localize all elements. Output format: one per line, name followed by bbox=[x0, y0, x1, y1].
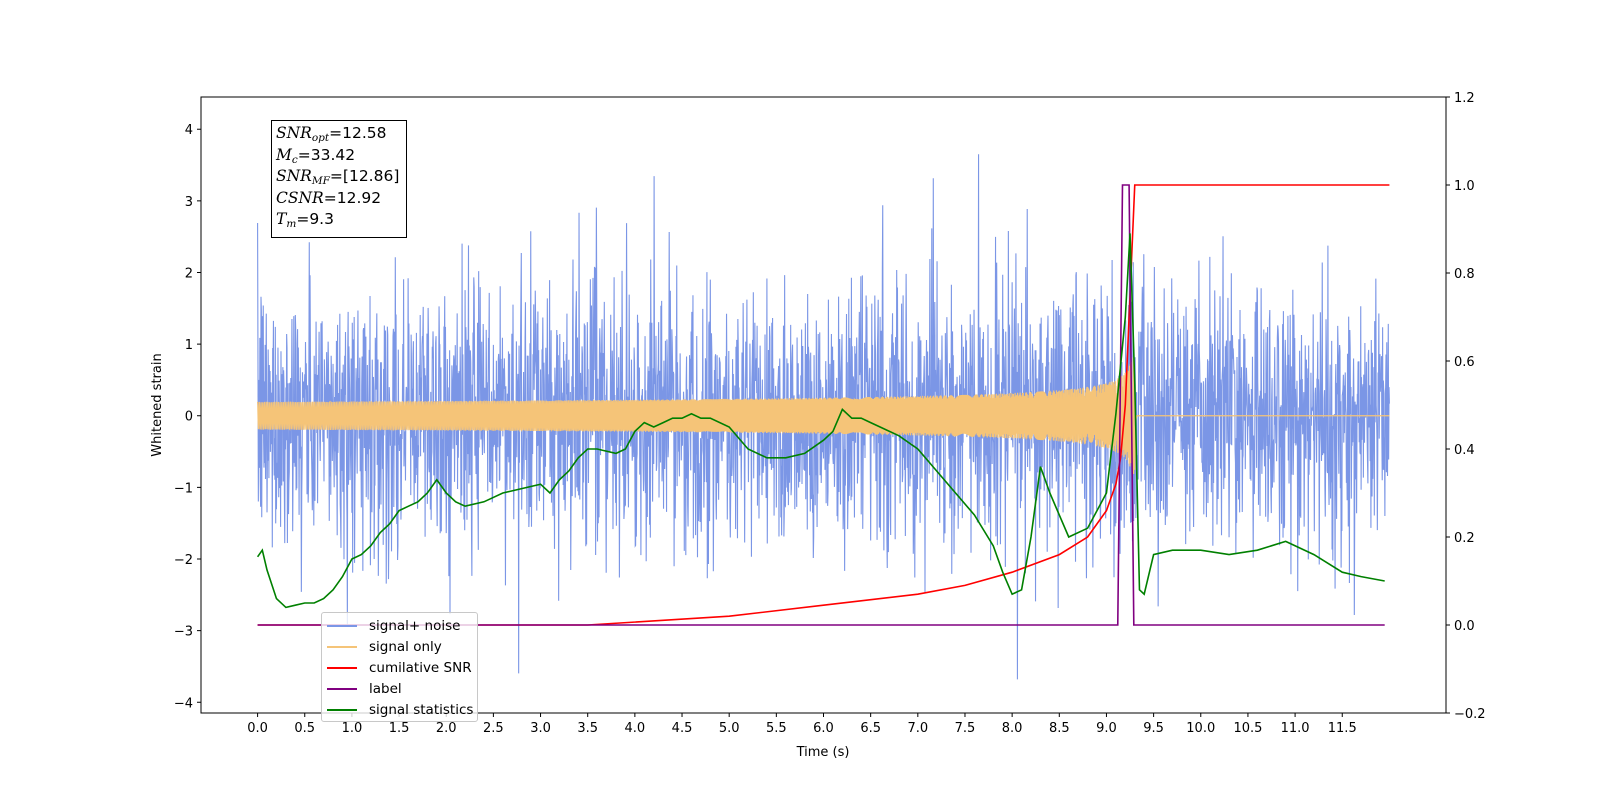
tm-value: 9.3 bbox=[309, 210, 334, 228]
legend-label: label bbox=[369, 680, 402, 697]
y2-tick-label: 0.4 bbox=[1454, 443, 1475, 458]
y2-tick-label: −0.2 bbox=[1454, 707, 1486, 722]
legend-swatch bbox=[327, 708, 357, 711]
y-tick-label: 4 bbox=[185, 123, 193, 138]
csnr-value: 12.92 bbox=[336, 188, 382, 207]
y-tick-label: −3 bbox=[174, 625, 193, 640]
x-tick-label: 0.5 bbox=[294, 721, 315, 736]
x-tick-label: 4.5 bbox=[672, 721, 693, 736]
y-tick-label: −1 bbox=[174, 481, 193, 496]
legend-label: signal statistics bbox=[369, 701, 474, 718]
snr-mf-line: SNRMF=[12.86] bbox=[276, 167, 400, 187]
x-tick-label: 1.0 bbox=[342, 721, 363, 736]
x-tick-label: 2.5 bbox=[483, 721, 504, 736]
tm-line: Tm=9.3 bbox=[276, 210, 334, 230]
snr-mf-value: [12.86] bbox=[342, 167, 400, 185]
x-tick-label: 11.0 bbox=[1281, 721, 1310, 736]
x-tick-label: 7.0 bbox=[907, 721, 928, 736]
legend-item-label: label bbox=[322, 678, 477, 699]
x-tick-label: 1.5 bbox=[389, 721, 410, 736]
y-tick-label: 2 bbox=[185, 266, 193, 281]
x-tick-label: 8.5 bbox=[1049, 721, 1070, 736]
series-line-signal-noise bbox=[257, 154, 1390, 680]
legend-item-signal-statistics: signal statistics bbox=[322, 699, 477, 720]
legend-swatch bbox=[327, 624, 357, 627]
plot-area bbox=[256, 154, 1390, 680]
y-axis-right: −0.2 0.0 0.2 0.4 0.6 0.8 1.0 1.2 bbox=[1446, 91, 1486, 722]
mc-line: Mc=33.42 bbox=[276, 145, 356, 166]
x-tick-label: 3.5 bbox=[577, 721, 598, 736]
y-tick-label: 3 bbox=[185, 195, 193, 210]
y2-tick-label: 0.6 bbox=[1454, 355, 1475, 370]
x-tick-label: 10.5 bbox=[1233, 721, 1262, 736]
y-axis-left: −4 −3 −2 −1 0 1 2 3 4 bbox=[174, 123, 201, 711]
snr-opt-value: 12.58 bbox=[342, 124, 387, 142]
legend: signal+ noise signal only cumilative SNR la… bbox=[321, 612, 478, 722]
y2-tick-label: 0.8 bbox=[1454, 267, 1475, 282]
legend-swatch bbox=[327, 687, 357, 690]
snr-opt-line: SNRopt=12.58 bbox=[276, 124, 387, 144]
x-tick-label: 5.0 bbox=[719, 721, 740, 736]
stats-annotation-box: SNRopt=12.58 Mc=33.42 SNRMF=[12.86] CSNR… bbox=[271, 120, 407, 238]
legend-swatch bbox=[327, 666, 357, 669]
x-tick-label: 8.0 bbox=[1002, 721, 1023, 736]
x-axis-label: Time (s) bbox=[796, 745, 850, 760]
y2-tick-label: 1.0 bbox=[1454, 179, 1475, 194]
legend-label: cumilative SNR bbox=[369, 659, 472, 676]
legend-item-cumilative-snr: cumilative SNR bbox=[322, 657, 477, 678]
x-tick-label: 9.5 bbox=[1143, 721, 1164, 736]
x-tick-label: 6.5 bbox=[860, 721, 881, 736]
x-tick-label: 9.0 bbox=[1096, 721, 1117, 736]
x-axis: 0.0 0.5 1.0 1.5 2.0 2.5 3.0 3.5 4.0 4.5 5.0 5.5 6.0 6… bbox=[247, 713, 1357, 736]
x-tick-label: 4.0 bbox=[625, 721, 646, 736]
series-line-signal-only bbox=[256, 357, 1390, 475]
legend-item-signal-only: signal only bbox=[322, 636, 477, 657]
legend-label: signal only bbox=[369, 638, 442, 655]
series-line-signal-statistics bbox=[256, 233, 1385, 609]
x-tick-label: 3.0 bbox=[530, 721, 551, 736]
y-tick-label: −4 bbox=[174, 696, 193, 711]
legend-item-signal-noise: signal+ noise bbox=[322, 615, 477, 636]
series-line-label bbox=[257, 184, 1385, 626]
mc-value: 33.42 bbox=[310, 145, 356, 164]
csnr-line: CSNR=12.92 bbox=[276, 188, 382, 207]
x-tick-label: 5.5 bbox=[766, 721, 787, 736]
y-axis-label: Whitened strain bbox=[150, 353, 165, 456]
legend-label: signal+ noise bbox=[369, 617, 461, 634]
x-tick-label: 0.0 bbox=[247, 721, 268, 736]
series-line-cumilative-snr bbox=[257, 184, 1390, 626]
x-tick-label: 11.5 bbox=[1328, 721, 1357, 736]
y2-tick-label: 1.2 bbox=[1454, 91, 1475, 106]
x-tick-label: 10.0 bbox=[1186, 721, 1215, 736]
y2-tick-label: 0.2 bbox=[1454, 531, 1475, 546]
x-tick-label: 6.0 bbox=[813, 721, 834, 736]
x-tick-label: 2.0 bbox=[436, 721, 457, 736]
y-tick-label: 0 bbox=[185, 410, 193, 425]
y2-tick-label: 0.0 bbox=[1454, 619, 1475, 634]
y-tick-label: 1 bbox=[185, 338, 193, 353]
x-tick-label: 7.5 bbox=[955, 721, 976, 736]
legend-swatch bbox=[327, 645, 357, 648]
y-tick-label: −2 bbox=[174, 553, 193, 568]
